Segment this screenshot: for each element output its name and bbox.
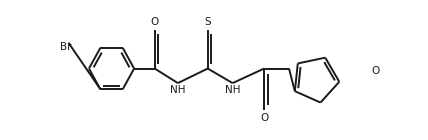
Text: O: O	[151, 17, 159, 26]
Text: O: O	[371, 66, 380, 76]
Text: Br: Br	[60, 42, 71, 52]
Text: NH: NH	[225, 85, 241, 95]
Text: S: S	[205, 17, 211, 26]
Text: NH: NH	[170, 85, 186, 95]
Text: O: O	[260, 113, 268, 123]
